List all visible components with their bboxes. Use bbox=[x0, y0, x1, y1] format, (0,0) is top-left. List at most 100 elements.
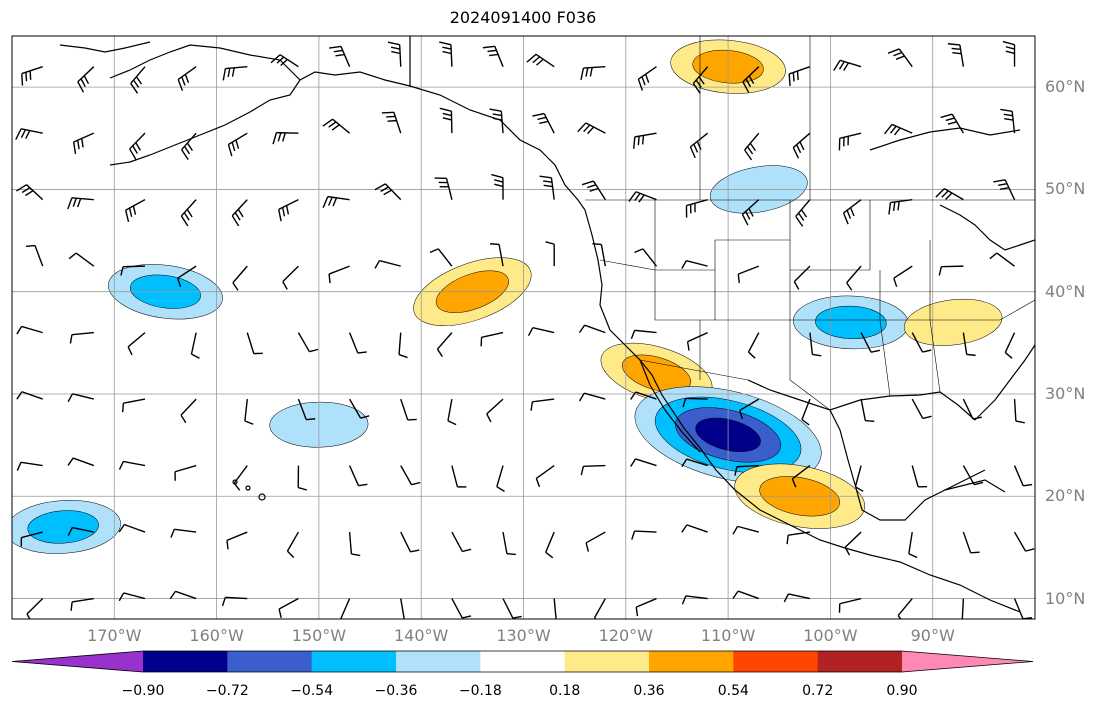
wind-barb bbox=[502, 531, 516, 556]
wind-barb bbox=[585, 531, 606, 552]
wind-barb bbox=[962, 332, 976, 357]
longitude-label: 140°W bbox=[394, 626, 449, 645]
wind-barb bbox=[286, 531, 300, 558]
latitude-label: 50°N bbox=[1045, 179, 1086, 199]
wind-barb bbox=[21, 66, 43, 86]
wind-barb bbox=[860, 332, 881, 353]
wind-barb bbox=[809, 332, 822, 357]
wind-barb bbox=[16, 325, 43, 335]
wind-barb bbox=[935, 188, 964, 201]
colorbar-tick-label: 0.72 bbox=[802, 683, 834, 699]
wind-barb bbox=[68, 252, 95, 267]
wind-barb bbox=[231, 199, 248, 227]
wind-barb bbox=[348, 532, 361, 557]
wind-barb bbox=[221, 596, 248, 607]
wind-barb bbox=[434, 177, 453, 200]
longitude-label: 150°W bbox=[291, 626, 347, 645]
wind-barb bbox=[962, 531, 980, 554]
wind-barb bbox=[681, 524, 708, 533]
wind-barb bbox=[630, 458, 657, 467]
wind-barb bbox=[226, 531, 248, 550]
wind-barb bbox=[744, 132, 760, 161]
colorbar-tick-label: 0.54 bbox=[717, 683, 749, 699]
wind-barb bbox=[741, 199, 760, 226]
anomaly-contour bbox=[903, 298, 1003, 346]
wind-barb bbox=[860, 398, 875, 422]
wind-barb bbox=[400, 465, 421, 486]
wind-barb bbox=[795, 199, 811, 227]
wind-barb bbox=[938, 265, 964, 276]
wind-barb bbox=[578, 392, 606, 402]
wind-barb bbox=[689, 132, 709, 159]
wind-barbs bbox=[15, 40, 1035, 619]
wind-barb bbox=[897, 598, 913, 619]
wind-barb bbox=[69, 331, 94, 344]
wind-barb bbox=[838, 132, 862, 151]
wind-barb bbox=[72, 132, 95, 154]
wind-barb bbox=[788, 66, 811, 86]
latitude-label: 40°N bbox=[1045, 281, 1086, 301]
plot-title: 2024091400 F036 bbox=[449, 8, 597, 27]
wind-barb bbox=[496, 465, 505, 492]
wind-barb bbox=[451, 531, 472, 553]
latitude-label: 20°N bbox=[1045, 486, 1086, 506]
wind-barb bbox=[833, 59, 862, 71]
wind-barb bbox=[272, 131, 299, 145]
wind-barb bbox=[124, 199, 146, 223]
wind-barb bbox=[451, 465, 467, 488]
wind-barb bbox=[732, 590, 760, 600]
wind-barb bbox=[118, 460, 146, 470]
graticule bbox=[12, 36, 1035, 619]
colorbar-tick-label: −0.90 bbox=[121, 683, 165, 699]
colorbar-tick-label: 0.90 bbox=[886, 683, 918, 699]
wind-barb bbox=[1013, 531, 1035, 552]
wind-barb bbox=[180, 199, 197, 227]
wind-barb bbox=[297, 332, 319, 353]
wind-barb bbox=[911, 332, 932, 353]
wind-barb bbox=[887, 48, 913, 68]
wind-barb bbox=[436, 332, 453, 358]
wind-barb bbox=[535, 465, 555, 488]
wind-barb bbox=[15, 128, 43, 140]
wind-barb bbox=[67, 526, 94, 536]
wind-barb bbox=[637, 66, 657, 91]
wind-barb bbox=[387, 41, 402, 67]
wind-barb bbox=[322, 195, 350, 208]
wind-barb bbox=[177, 66, 197, 91]
wind-barb bbox=[169, 590, 197, 600]
wind-barb bbox=[940, 113, 964, 134]
wind-barb bbox=[884, 123, 913, 136]
wind-barb bbox=[232, 265, 248, 291]
wind-barb bbox=[553, 598, 557, 619]
wind-barb bbox=[580, 464, 606, 476]
anomaly-blob bbox=[793, 295, 909, 350]
longitude-label: 170°W bbox=[87, 626, 142, 645]
wind-barb bbox=[633, 132, 657, 149]
wind-barb bbox=[26, 598, 44, 619]
wind-barb bbox=[580, 65, 606, 80]
wind-barb bbox=[692, 66, 709, 94]
wind-barb bbox=[681, 595, 708, 605]
wind-barb bbox=[381, 111, 402, 134]
wind-barb bbox=[180, 398, 197, 424]
wind-barb bbox=[340, 598, 351, 619]
wind-barb bbox=[786, 531, 811, 545]
wind-barb bbox=[747, 332, 760, 359]
wind-barb bbox=[502, 598, 522, 619]
wind-barb bbox=[400, 598, 405, 619]
colorbar-tick-label: −0.36 bbox=[374, 683, 418, 699]
wind-barb bbox=[947, 43, 965, 67]
wind-barb bbox=[489, 108, 504, 134]
wind-barb bbox=[530, 398, 555, 411]
wind-barb bbox=[174, 464, 197, 481]
anomaly-blob bbox=[903, 298, 1003, 346]
wind-barb bbox=[962, 465, 984, 486]
wind-barb bbox=[526, 53, 555, 68]
wind-barb bbox=[348, 398, 370, 419]
longitude-label: 130°W bbox=[496, 626, 551, 645]
wind-barb bbox=[630, 329, 657, 340]
wind-barb bbox=[908, 531, 918, 559]
wind-barb bbox=[791, 465, 811, 488]
anomaly-contour bbox=[815, 305, 887, 339]
wind-barb bbox=[631, 530, 657, 540]
